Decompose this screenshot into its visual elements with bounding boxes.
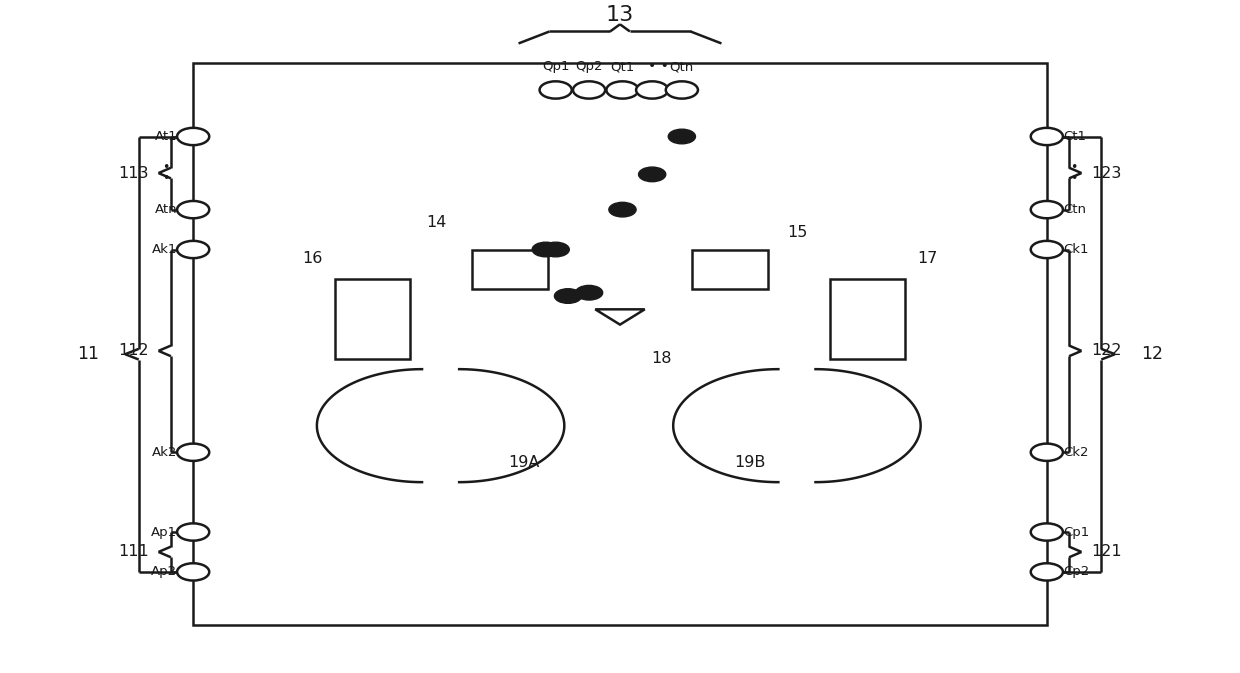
- Text: Atn: Atn: [155, 203, 177, 216]
- Circle shape: [639, 167, 666, 182]
- Circle shape: [177, 128, 210, 145]
- Circle shape: [177, 201, 210, 218]
- Text: Ct1: Ct1: [1063, 130, 1086, 143]
- Circle shape: [177, 524, 210, 540]
- Circle shape: [1030, 201, 1063, 218]
- Text: •
•: • •: [1070, 161, 1078, 185]
- Text: 19B: 19B: [734, 455, 766, 470]
- Text: Ctn: Ctn: [1063, 203, 1086, 216]
- Circle shape: [539, 81, 572, 99]
- Text: 13: 13: [606, 5, 634, 26]
- Text: Qtn: Qtn: [670, 61, 694, 73]
- Circle shape: [1030, 128, 1063, 145]
- Text: •
•: • •: [162, 161, 170, 185]
- Text: 16: 16: [303, 251, 324, 266]
- Text: Qp1: Qp1: [542, 61, 569, 73]
- Text: 123: 123: [1091, 166, 1121, 180]
- Text: Ak2: Ak2: [151, 446, 177, 459]
- Bar: [336, 279, 409, 359]
- Circle shape: [532, 242, 559, 257]
- Text: Cp1: Cp1: [1063, 526, 1089, 538]
- Text: Ak1: Ak1: [151, 243, 177, 256]
- Circle shape: [177, 444, 210, 461]
- Text: Ck1: Ck1: [1063, 243, 1089, 256]
- Text: 18: 18: [651, 351, 671, 366]
- Circle shape: [542, 242, 569, 257]
- Bar: [193, 63, 1047, 625]
- Circle shape: [636, 81, 668, 99]
- Text: 12: 12: [1141, 345, 1163, 363]
- Circle shape: [177, 241, 210, 258]
- Text: Qp2: Qp2: [575, 61, 603, 73]
- Bar: [692, 250, 769, 289]
- Text: 14: 14: [427, 215, 446, 230]
- Bar: [831, 279, 904, 359]
- Text: Ck2: Ck2: [1063, 446, 1089, 459]
- Text: • •: • •: [649, 59, 668, 73]
- Circle shape: [1030, 444, 1063, 461]
- Circle shape: [573, 81, 605, 99]
- Circle shape: [1030, 241, 1063, 258]
- Text: 113: 113: [119, 166, 149, 180]
- Circle shape: [666, 81, 698, 99]
- Text: 17: 17: [916, 251, 937, 266]
- Text: 15: 15: [787, 225, 807, 240]
- Text: Qt1: Qt1: [610, 61, 635, 73]
- Text: 11: 11: [77, 345, 99, 363]
- Circle shape: [554, 289, 582, 304]
- Bar: [471, 250, 548, 289]
- Text: Ap1: Ap1: [151, 526, 177, 538]
- Circle shape: [606, 81, 639, 99]
- Circle shape: [575, 285, 603, 300]
- Text: 122: 122: [1091, 343, 1121, 359]
- Circle shape: [668, 129, 696, 144]
- Text: 111: 111: [118, 544, 149, 559]
- Circle shape: [1030, 563, 1063, 581]
- Circle shape: [177, 563, 210, 581]
- Circle shape: [1030, 524, 1063, 540]
- Text: 112: 112: [119, 343, 149, 359]
- Text: Ap2: Ap2: [151, 565, 177, 578]
- Text: Cp2: Cp2: [1063, 565, 1089, 578]
- Text: 19A: 19A: [508, 455, 541, 470]
- Text: At1: At1: [155, 130, 177, 143]
- Circle shape: [609, 203, 636, 217]
- Text: 121: 121: [1091, 544, 1121, 559]
